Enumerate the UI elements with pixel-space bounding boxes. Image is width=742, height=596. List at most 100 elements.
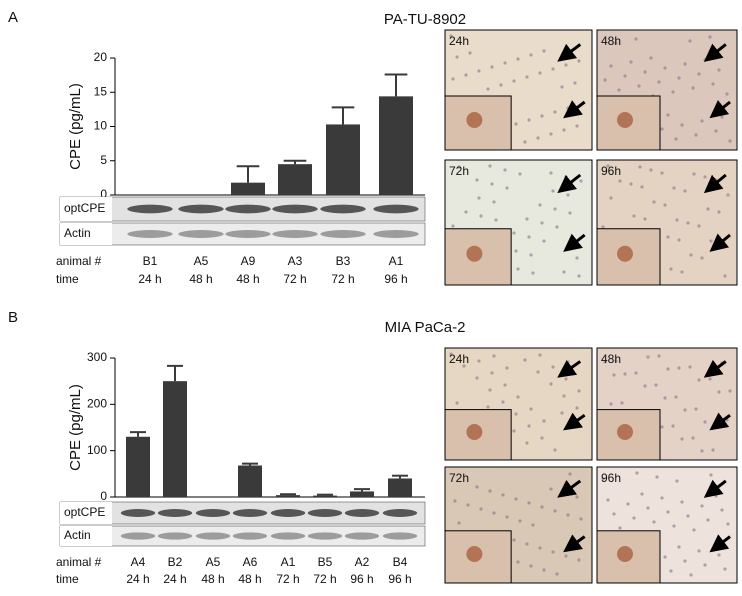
cell	[728, 139, 732, 143]
cell	[603, 78, 607, 82]
cell	[666, 367, 670, 371]
y-tick-label: 0	[100, 187, 107, 201]
cell	[503, 383, 507, 387]
cell	[640, 185, 644, 189]
blot-band	[272, 230, 318, 238]
cell	[540, 505, 544, 509]
cell	[501, 400, 505, 404]
cell	[655, 475, 659, 479]
blot-band	[120, 532, 156, 540]
cell	[660, 425, 664, 429]
blot-band	[272, 204, 318, 214]
cell	[672, 524, 676, 528]
cell	[689, 573, 693, 577]
cell	[464, 210, 468, 214]
cell	[643, 70, 647, 74]
bar	[278, 164, 312, 195]
cell	[663, 203, 667, 207]
bar	[313, 495, 337, 497]
cell	[529, 53, 533, 57]
y-tick-label: 300	[87, 350, 107, 364]
cell	[680, 437, 684, 441]
cell	[663, 396, 667, 400]
cell	[512, 231, 516, 235]
cell	[501, 493, 505, 497]
cell	[527, 424, 531, 428]
cell	[646, 355, 650, 359]
cell	[720, 508, 724, 512]
cell	[697, 378, 701, 382]
cell	[549, 132, 553, 136]
cell	[499, 83, 503, 87]
image-label: 48h	[601, 352, 621, 366]
cell	[518, 172, 522, 176]
cell	[694, 133, 698, 137]
cell	[674, 395, 678, 399]
cell	[553, 509, 557, 513]
cell	[514, 122, 518, 126]
inset-cell	[466, 546, 483, 562]
bar	[388, 478, 412, 497]
cell	[714, 494, 718, 498]
cell	[566, 360, 570, 364]
cell	[646, 506, 650, 510]
time-label: 96 h	[384, 272, 407, 286]
cell	[714, 419, 718, 423]
cell	[505, 366, 509, 370]
blot-band	[127, 230, 173, 238]
row-label: time	[56, 572, 79, 586]
inset-cell	[617, 245, 633, 262]
cell	[490, 182, 494, 186]
cell	[683, 559, 687, 563]
cell	[503, 168, 507, 172]
cell	[488, 388, 492, 392]
cell	[475, 485, 479, 489]
cell	[542, 239, 546, 243]
image-label: 48h	[601, 34, 621, 48]
cell	[579, 517, 583, 521]
arrow	[557, 359, 582, 378]
row-label: animal #	[56, 555, 102, 569]
cell	[562, 128, 566, 132]
cell	[638, 165, 642, 169]
arrow	[703, 43, 727, 62]
error-bar	[236, 165, 260, 183]
cell	[540, 114, 544, 118]
blot-band	[195, 509, 231, 517]
cell	[455, 401, 459, 405]
cell	[551, 365, 555, 369]
cell	[663, 66, 667, 70]
cell	[700, 119, 704, 123]
cell	[566, 193, 570, 197]
blot-band	[382, 532, 418, 540]
inset-cell	[617, 112, 633, 128]
cell	[675, 218, 679, 222]
cell	[700, 449, 704, 453]
animal-label: B4	[393, 555, 408, 569]
cell	[523, 358, 527, 362]
cell	[726, 522, 730, 526]
cell	[457, 521, 461, 525]
cell	[514, 497, 518, 501]
time-label: 24 h	[163, 572, 186, 586]
cell	[640, 492, 644, 496]
cell	[666, 235, 670, 239]
animal-label: A5	[206, 555, 221, 569]
cell	[680, 500, 684, 504]
cell	[726, 193, 730, 197]
cell	[505, 186, 509, 190]
cell	[477, 69, 481, 73]
cell	[691, 436, 695, 440]
cell	[488, 489, 492, 493]
cell	[564, 175, 568, 179]
time-label: 72 h	[283, 272, 306, 286]
cell	[680, 270, 684, 274]
cell	[529, 407, 533, 411]
cell	[700, 256, 704, 260]
cell	[683, 189, 687, 193]
cell	[516, 395, 520, 399]
cell	[553, 207, 557, 211]
cell	[479, 214, 483, 218]
bar	[163, 381, 187, 497]
cell	[564, 63, 568, 67]
